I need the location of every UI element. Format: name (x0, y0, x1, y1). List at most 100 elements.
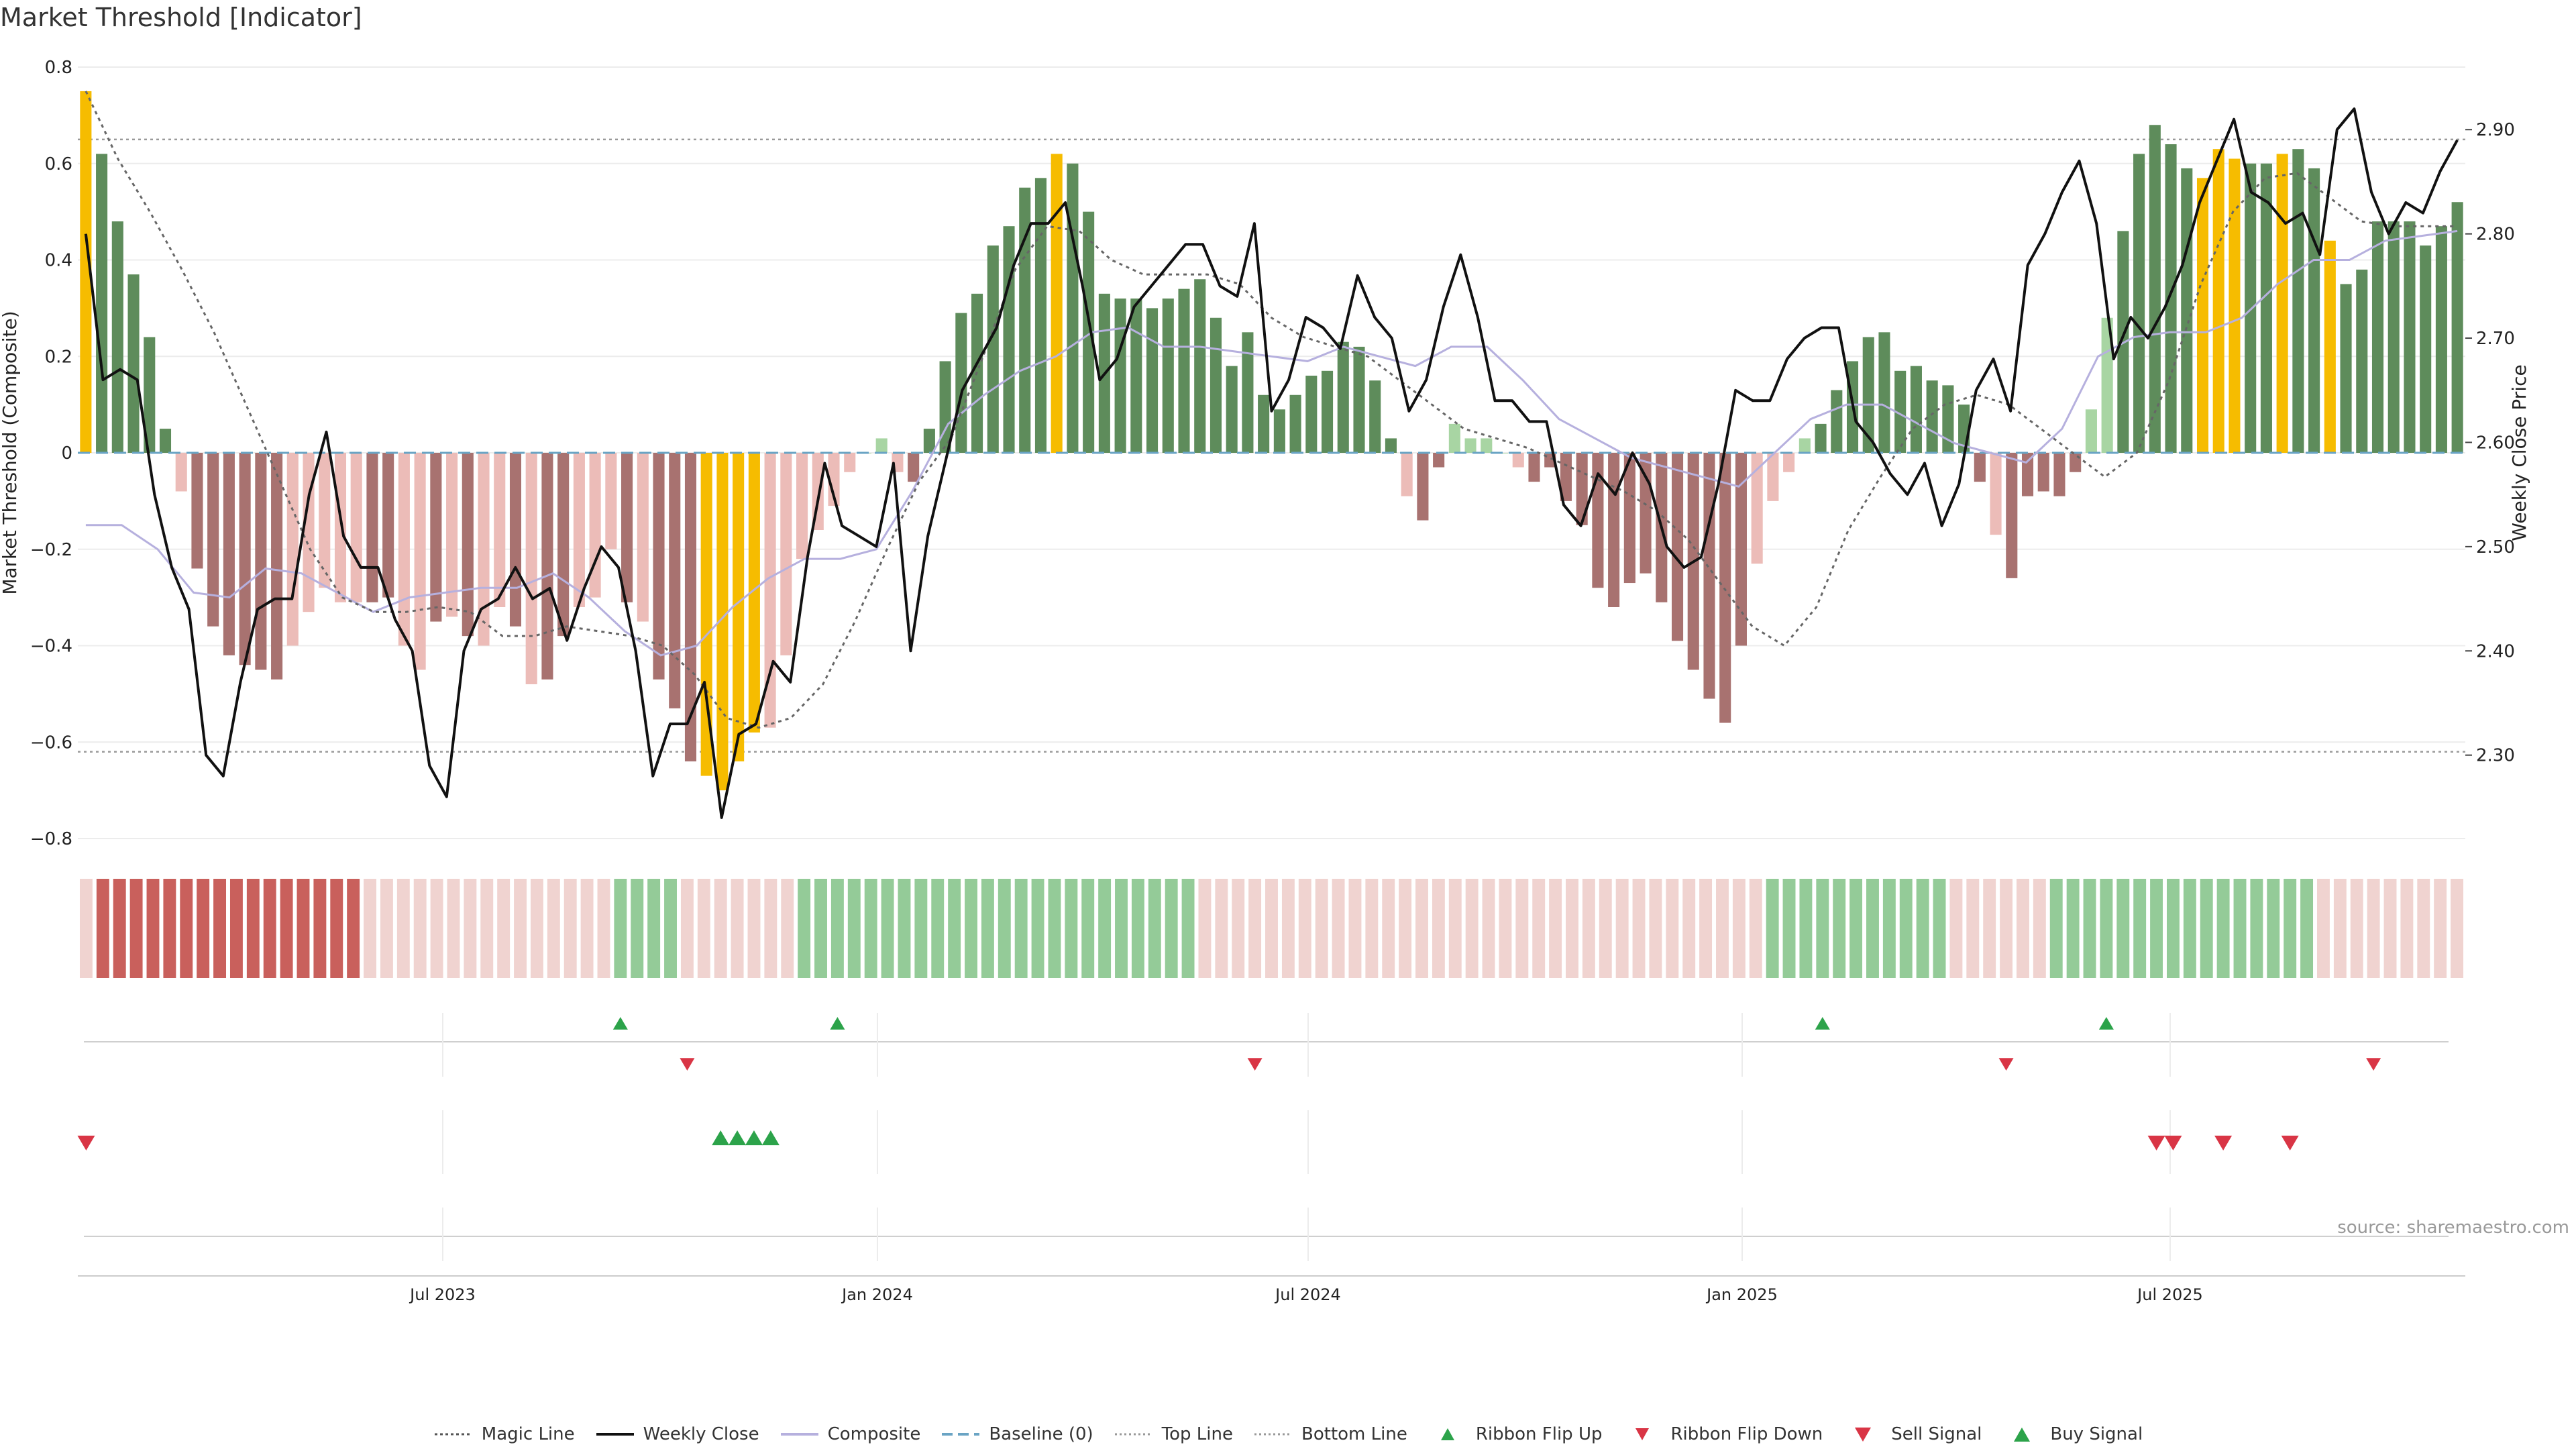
composite-bar (191, 453, 203, 569)
ribbon-cell (1248, 879, 1262, 978)
ribbon-cell (547, 879, 560, 978)
composite-bar (716, 453, 729, 791)
ribbon-flip-up-marker (2098, 1017, 2114, 1030)
ribbon-cell (1782, 879, 1796, 978)
ribbon-cell (1181, 879, 1195, 978)
composite-bar (255, 453, 267, 670)
ribbon-cell (1148, 879, 1161, 978)
ribbon-cell (413, 879, 427, 978)
composite-bar (1433, 453, 1445, 468)
composite-bar (111, 221, 123, 453)
ribbon-cell (1382, 879, 1395, 978)
ribbon-cell (2367, 879, 2380, 978)
legend-item-baseline: Baseline (0) (941, 1424, 1093, 1444)
ribbon-cell (564, 879, 577, 978)
ribbon-cell (1198, 879, 1212, 978)
buy-signal-marker (761, 1130, 780, 1146)
composite-bar (2356, 269, 2368, 453)
composite-bar (875, 438, 888, 453)
left-tick-label: 0.6 (45, 154, 72, 174)
composite-bar (1703, 453, 1715, 699)
composite-bar (1862, 337, 1874, 453)
composite-bar (525, 453, 537, 684)
composite-bar (239, 453, 251, 665)
composite-bar (1481, 438, 1493, 453)
sell-signal-marker (2147, 1135, 2165, 1150)
legend-label: Ribbon Flip Up (1475, 1424, 1603, 1444)
composite-bar (1767, 453, 1779, 501)
ribbon-cell (2167, 879, 2180, 978)
left-tick-label: 0.4 (45, 251, 72, 271)
ribbon-cell (714, 879, 727, 978)
composite-bar (1719, 453, 1731, 723)
right-axis-label: Weekly Close Price (2508, 364, 2530, 541)
ribbon-cell (1849, 879, 1863, 978)
composite-bar (494, 453, 506, 607)
composite-bar (286, 453, 299, 646)
ribbon-cell (1933, 879, 1946, 978)
composite-bar (1083, 211, 1095, 453)
ribbon-cell (948, 879, 961, 978)
composite-bar (1194, 279, 1206, 453)
legend-item-composite: Composite (780, 1424, 920, 1444)
composite-bar (1608, 453, 1620, 607)
sell-signal-marker (2281, 1135, 2299, 1150)
legend-item-ribbon-flip-up: Ribbon Flip Up (1428, 1424, 1603, 1444)
ribbon-cell (1666, 879, 1679, 978)
composite-bar (2021, 453, 2034, 496)
ribbon-cell (2383, 879, 2397, 978)
composite-bar (430, 453, 442, 622)
ribbon-cell (647, 879, 661, 978)
ribbon-cell (1482, 879, 1495, 978)
ribbon-cell (2183, 879, 2196, 978)
composite-bar (2070, 453, 2082, 472)
legend-label: Weekly Close (643, 1424, 759, 1444)
composite-bar (939, 361, 951, 453)
ribbon-cell (2233, 879, 2247, 978)
right-tick-label: 2.70 (2476, 329, 2515, 349)
ribbon-cell (1115, 879, 1128, 978)
composite-bar (303, 453, 315, 612)
composite-bar (2435, 226, 2447, 453)
ribbon-cell (1549, 879, 1562, 978)
ribbon-cell (280, 879, 293, 978)
composite-bar (2181, 168, 2193, 453)
composite-bar (2149, 125, 2161, 453)
ribbon-cell (480, 879, 494, 978)
ribbon-cell (497, 879, 511, 978)
ribbon-cell (931, 879, 945, 978)
ribbon-cell (113, 879, 126, 978)
composite-bar (1735, 453, 1747, 646)
composite-bar (2245, 163, 2257, 453)
ribbon-cell (2451, 879, 2464, 978)
right-tick-label: 2.90 (2476, 120, 2515, 140)
ribbon-cell (898, 879, 911, 978)
ribbon-cell (2049, 879, 2063, 978)
ribbon-cell (1515, 879, 1529, 978)
composite-bar (669, 453, 681, 708)
ribbon-cell (1699, 879, 1713, 978)
ribbon-cell (1065, 879, 1078, 978)
composite-bar (1034, 178, 1047, 453)
composite-bar (478, 453, 490, 646)
ribbon-cell (965, 879, 977, 978)
ribbon-cell (1866, 879, 1879, 978)
ribbon-cell (1432, 879, 1445, 978)
ribbon-cell (1566, 879, 1578, 978)
ribbon-cell (1098, 879, 1112, 978)
composite-bar (398, 453, 410, 646)
composite-bar (684, 453, 697, 761)
ribbon-cell (664, 879, 677, 978)
ribbon-cell (2100, 879, 2113, 978)
composite-bar (2260, 163, 2272, 453)
ribbon-cell (1232, 879, 1245, 978)
composite-bar (462, 453, 474, 637)
composite-bar (828, 453, 840, 506)
ribbon-cell (1749, 879, 1762, 978)
ribbon-cell (1215, 879, 1228, 978)
ribbon-cell (830, 879, 844, 978)
composite-bar (319, 453, 331, 588)
composite-bar (1751, 453, 1763, 564)
composite-bar (2196, 178, 2209, 453)
composite-bar (1815, 423, 1827, 453)
